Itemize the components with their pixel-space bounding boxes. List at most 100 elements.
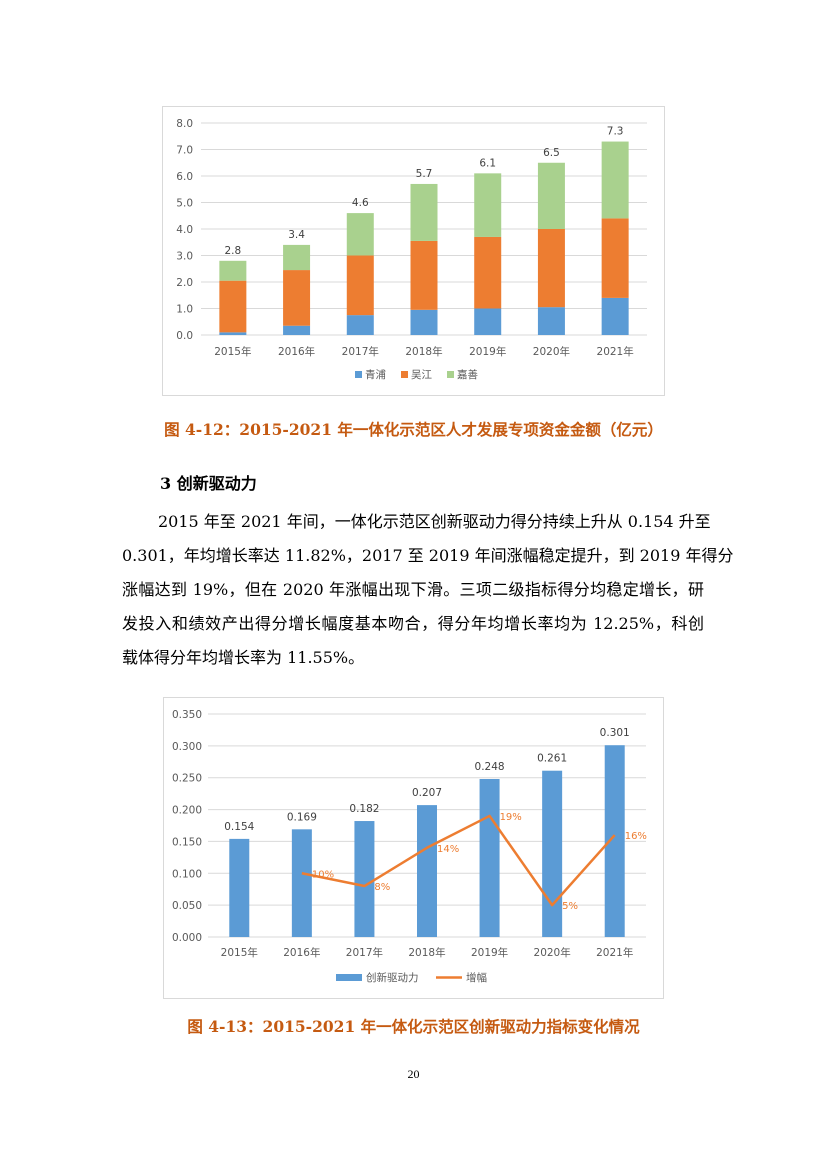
total-label: 3.4 — [288, 229, 305, 241]
bar-segment-吴江 — [474, 236, 502, 309]
line-增幅 — [301, 814, 616, 907]
x-tick-label: 2015年 — [221, 946, 258, 959]
paragraph-line: 发投入和绩效产出得分增长幅度基本吻合，得分年均增长率均为 12.25%，科创 — [122, 614, 704, 633]
bar-segment-青浦 — [474, 308, 502, 335]
bar-segment-吴江 — [219, 280, 247, 333]
legend-swatch-嘉善 — [447, 371, 454, 378]
y-tick-label: 7.0 — [176, 145, 193, 157]
y-tick-label: 0.350 — [172, 709, 202, 721]
legend-swatch-创新驱动力 — [336, 974, 362, 981]
bar-segment-青浦 — [219, 332, 247, 335]
section-heading: 3 创新驱动力 — [160, 474, 257, 493]
y-tick-label: 0.050 — [172, 900, 202, 912]
bar-创新驱动力 — [604, 745, 625, 937]
y-tick-label: 5.0 — [176, 198, 193, 210]
bar-value-label: 0.182 — [349, 803, 379, 815]
x-tick-label: 2018年 — [408, 946, 445, 959]
legend-swatch-吴江 — [401, 371, 408, 378]
bar-segment-嘉善 — [474, 173, 502, 237]
y-tick-label: 0.250 — [172, 773, 202, 785]
paragraph-line: 0.301，年均增长率达 11.82%，2017 至 2019 年间涨幅稳定提升… — [122, 546, 734, 565]
bar-segment-吴江 — [410, 240, 438, 310]
figure-caption-4-12: 图 4-12：2015-2021 年一体化示范区人才发展专项资金金额（亿元） — [164, 420, 663, 439]
legend-label: 吴江 — [411, 369, 432, 381]
total-label: 6.1 — [479, 157, 496, 169]
bar-segment-嘉善 — [537, 162, 565, 229]
bar-创新驱动力 — [479, 778, 500, 937]
y-tick-label: 2.0 — [176, 277, 193, 289]
bar-value-label: 0.248 — [475, 761, 505, 773]
y-tick-label: 4.0 — [176, 224, 193, 236]
bar-value-label: 0.301 — [600, 727, 630, 739]
total-label: 4.6 — [352, 197, 369, 209]
total-label: 2.8 — [225, 245, 242, 257]
total-label: 7.3 — [607, 126, 624, 138]
bar-segment-嘉善 — [410, 183, 438, 241]
legend-swatch-青浦 — [355, 371, 362, 378]
bar-segment-吴江 — [537, 229, 565, 308]
line-value-label: 8% — [374, 882, 390, 893]
x-tick-label: 2017年 — [342, 345, 379, 358]
legend-label: 创新驱动力 — [366, 971, 419, 984]
bar-segment-吴江 — [601, 218, 629, 298]
bar-segment-吴江 — [283, 270, 311, 326]
y-tick-label: 0.100 — [172, 868, 202, 880]
x-tick-label: 2021年 — [596, 946, 633, 959]
bar-segment-嘉善 — [601, 141, 629, 219]
talent-fund-chart: 0.0 1.0 2.0 3.0 4.0 5.0 6.0 7.0 8.0 2.8 2015年 3.4 20… — [162, 106, 665, 396]
x-tick-label: 2021年 — [597, 345, 634, 358]
x-tick-label: 2018年 — [405, 345, 442, 358]
bar-segment-嘉善 — [283, 244, 311, 271]
bar-创新驱动力 — [291, 829, 312, 937]
x-tick-label: 2015年 — [214, 345, 251, 358]
legend-label: 嘉善 — [457, 368, 478, 381]
bar-创新驱动力 — [542, 770, 563, 937]
bar-创新驱动力 — [417, 805, 437, 937]
y-tick-label: 0.150 — [172, 836, 202, 848]
x-tick-label: 2020年 — [534, 946, 571, 959]
y-tick-label: 0.0 — [176, 330, 193, 342]
bar-value-label: 0.261 — [537, 753, 567, 765]
paragraph-line: 涨幅达到 19%，但在 2020 年涨幅出现下滑。三项二级指标得分均稳定增长，研 — [122, 580, 704, 599]
x-tick-label: 2019年 — [469, 345, 506, 358]
legend-label: 青浦 — [365, 368, 386, 381]
line-value-label: 5% — [562, 901, 578, 912]
figure-caption-4-13: 图 4-13：2015-2021 年一体化示范区创新驱动力指标变化情况 — [187, 1017, 640, 1036]
innovation-drive-chart: 0.000 0.050 0.100 0.150 0.200 0.250 0.300 0.350… — [163, 697, 664, 999]
bar-segment-青浦 — [601, 297, 629, 335]
talent-fund-chart-svg: 0.0 1.0 2.0 3.0 4.0 5.0 6.0 7.0 8.0 2.8 2015年 3.4 20… — [176, 118, 647, 381]
bar-value-label: 0.169 — [287, 811, 317, 823]
y-tick-label: 0.200 — [172, 805, 202, 817]
bar-segment-青浦 — [283, 325, 311, 335]
legend-label: 增幅 — [466, 971, 487, 984]
y-tick-label: 8.0 — [176, 118, 193, 130]
line-value-label: 10% — [312, 869, 334, 880]
y-tick-label: 0.300 — [172, 741, 202, 753]
bar-segment-青浦 — [346, 315, 374, 335]
section-paragraph: 2015 年至 2021 年间，一体化示范区创新驱动力得分持续上升从 0.154… — [122, 505, 734, 675]
bar-创新驱动力 — [354, 821, 375, 937]
bar-segment-嘉善 — [346, 213, 374, 256]
bar-segment-吴江 — [346, 255, 374, 316]
x-tick-label: 2016年 — [278, 345, 315, 358]
x-tick-label: 2020年 — [533, 345, 570, 358]
total-label: 5.7 — [416, 168, 433, 180]
bar-value-label: 0.207 — [412, 787, 442, 799]
line-value-label: 19% — [500, 812, 522, 823]
y-tick-label: 6.0 — [176, 171, 193, 183]
paragraph-line: 2015 年至 2021 年间，一体化示范区创新驱动力得分持续上升从 0.154… — [158, 512, 711, 531]
bar-segment-青浦 — [537, 307, 565, 335]
y-tick-label: 3.0 — [176, 251, 193, 263]
y-tick-label: 0.000 — [172, 932, 202, 944]
x-tick-label: 2016年 — [283, 946, 320, 959]
line-value-label: 16% — [625, 831, 647, 842]
bar-value-label: 0.154 — [224, 821, 254, 833]
y-tick-label: 1.0 — [176, 304, 193, 316]
x-tick-label: 2019年 — [471, 946, 508, 959]
page-number: 20 — [407, 1067, 420, 1081]
x-tick-label: 2017年 — [346, 946, 383, 959]
line-value-label: 14% — [437, 844, 459, 855]
paragraph-line: 载体得分年均增长率为 11.55%。 — [122, 648, 365, 667]
bar-创新驱动力 — [229, 838, 250, 937]
total-label: 6.5 — [543, 147, 560, 159]
